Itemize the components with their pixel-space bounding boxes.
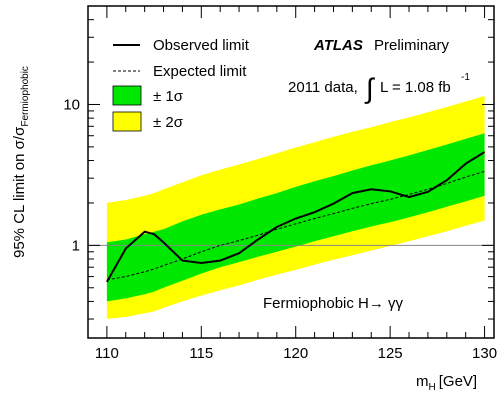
process-annotation: Fermiophobic H→ γγ xyxy=(263,295,404,312)
x-tick-label: 120 xyxy=(283,345,308,362)
x-tick-label: 110 xyxy=(95,345,119,362)
lumi-integral: ∫ xyxy=(364,73,376,104)
y-tick-label: 1 xyxy=(72,237,80,254)
dataset-label: 2011 data, xyxy=(288,79,358,96)
lumi-label: L = 1.08 fb xyxy=(380,79,451,96)
x-tick-label: 125 xyxy=(378,345,403,362)
x-tick-label: 130 xyxy=(472,345,497,362)
legend-observed-label: Observed limit xyxy=(153,37,250,54)
status-label: Preliminary xyxy=(374,37,450,54)
y-tick-label: 10 xyxy=(63,96,80,113)
legend: Observed limit Expected limit ± 1σ ± 2σ xyxy=(112,37,250,132)
band-1sigma xyxy=(106,133,485,302)
legend-1sigma-label: ± 1σ xyxy=(153,88,184,105)
y-axis-title: 95% CL limit on σ/σFermiophobic xyxy=(11,66,31,258)
legend-expected-label: Expected limit xyxy=(153,63,247,80)
legend-1sigma-swatch xyxy=(112,85,142,106)
axis-ticks xyxy=(87,5,494,338)
experiment-label: ATLAS xyxy=(313,37,363,54)
lumi-exponent: -1 xyxy=(461,72,470,83)
legend-2sigma-label: ± 2σ xyxy=(153,114,184,131)
x-axis-title: mH [GeV] xyxy=(416,373,477,393)
expected-limit-line xyxy=(106,170,485,281)
observed-limit-line xyxy=(106,151,486,283)
x-tick-label: 115 xyxy=(189,345,213,362)
plot-frame xyxy=(87,5,495,339)
legend-2sigma-swatch xyxy=(112,111,142,132)
